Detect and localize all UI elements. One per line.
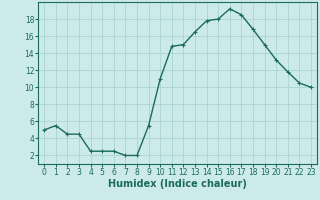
X-axis label: Humidex (Indice chaleur): Humidex (Indice chaleur) [108,179,247,189]
